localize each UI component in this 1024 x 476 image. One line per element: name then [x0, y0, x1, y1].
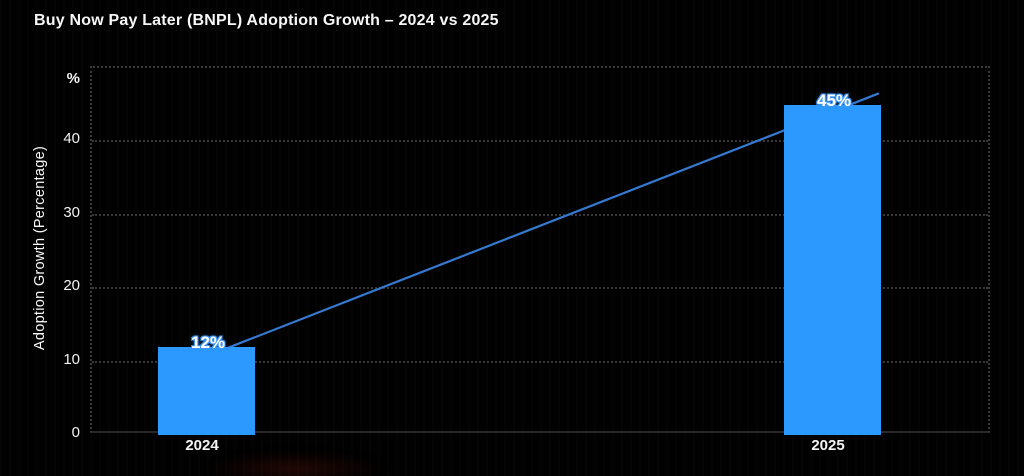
y-tick-label-30: 30: [63, 203, 80, 221]
gridline-30: [92, 213, 988, 216]
y-tick-label-10: 10: [63, 350, 80, 368]
bar-value-label-2024: 12%: [190, 332, 226, 352]
gridline-40: [92, 140, 988, 143]
trend-line: [218, 92, 880, 353]
bar-value-label-2025: 45%: [816, 90, 852, 110]
gridline-10: [92, 360, 988, 363]
gridline-20: [92, 287, 988, 290]
chart-title: Buy Now Pay Later (BNPL) Adoption Growth…: [34, 12, 499, 29]
y-tick-label-20: 20: [63, 277, 80, 295]
x-tick-label-2024: 2024: [185, 437, 219, 454]
bottom-smudge-artifact: [205, 452, 385, 476]
x-tick-label-2025: 2025: [811, 437, 845, 454]
plot-area: 12% 45%: [90, 66, 990, 435]
y-axis-unit-label: %: [66, 70, 80, 87]
y-tick-label-40: 40: [63, 130, 80, 148]
trend-line-segment: [218, 92, 880, 353]
y-tick-label-0: 0: [71, 424, 80, 441]
bar-2024: [157, 346, 255, 435]
y-axis-title: Adoption Growth (Percentage): [32, 145, 48, 351]
bar-2025: [783, 104, 881, 435]
